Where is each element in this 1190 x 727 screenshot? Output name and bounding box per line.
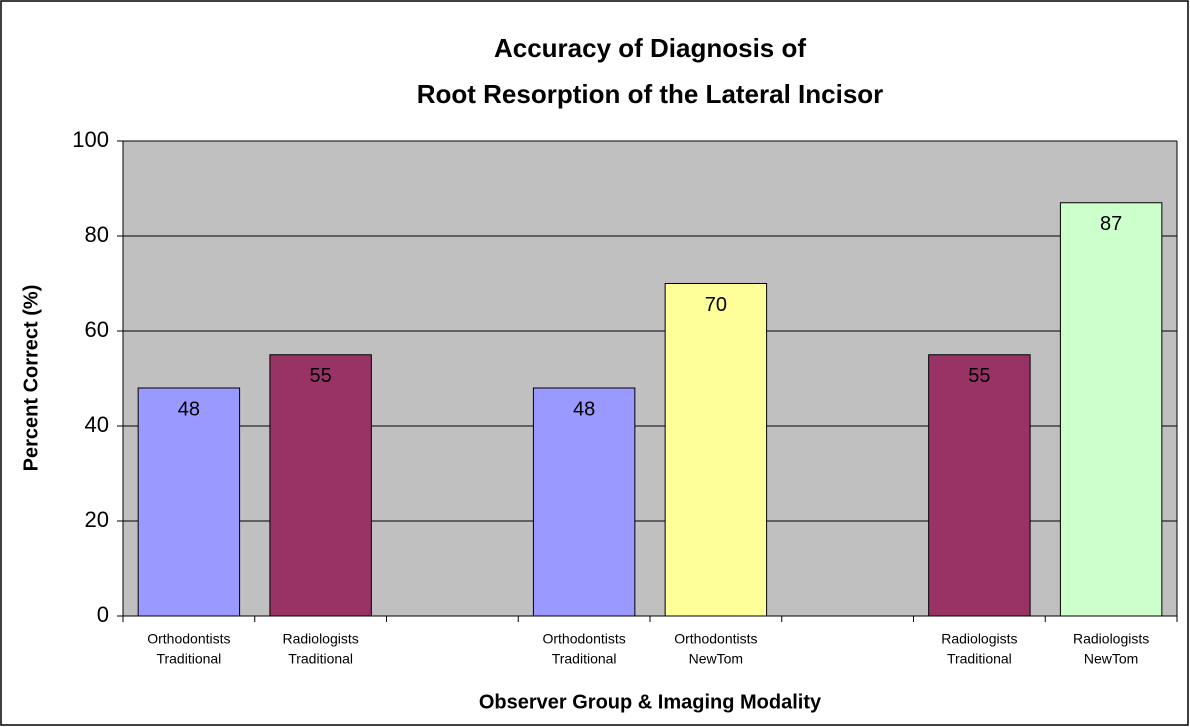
data-label: 55 [310, 365, 332, 387]
bar [532, 387, 636, 617]
y-tick-label: 100 [72, 127, 109, 152]
x-tick-label: Traditional [156, 651, 221, 667]
x-tick-label: NewTom [689, 651, 743, 667]
x-tick-label: Radiologists [941, 631, 1017, 647]
data-label: 48 [573, 398, 595, 420]
chart-title: Root Resorption of the Lateral Incisor [417, 79, 884, 109]
y-tick-label: 20 [85, 507, 109, 532]
x-tick-label: Orthodontists [674, 631, 757, 647]
data-label: 87 [1100, 213, 1122, 235]
x-tick-label: Radiologists [282, 631, 358, 647]
data-label: 55 [968, 365, 990, 387]
bar [137, 387, 241, 617]
x-tick-label: NewTom [1084, 651, 1138, 667]
x-tick-label: Traditional [947, 651, 1012, 667]
chart-title: Accuracy of Diagnosis of [494, 33, 806, 63]
x-tick-label: Traditional [552, 651, 617, 667]
bar [928, 354, 1031, 617]
y-tick-label: 0 [97, 602, 109, 627]
bar [1059, 202, 1163, 617]
y-axis-label: Percent Correct (%) [20, 285, 42, 472]
y-tick-label: 80 [85, 222, 109, 247]
y-tick-label: 60 [85, 317, 109, 342]
y-tick-label: 40 [85, 412, 109, 437]
bar [269, 354, 372, 617]
x-tick-label: Orthodontists [542, 631, 625, 647]
x-axis-label: Observer Group & Imaging Modality [479, 691, 822, 713]
data-label: 48 [178, 398, 200, 420]
x-tick-label: Orthodontists [147, 631, 230, 647]
bar [664, 283, 768, 617]
x-tick-label: Radiologists [1073, 631, 1149, 647]
data-label: 70 [705, 294, 727, 316]
x-tick-label: Traditional [288, 651, 353, 667]
